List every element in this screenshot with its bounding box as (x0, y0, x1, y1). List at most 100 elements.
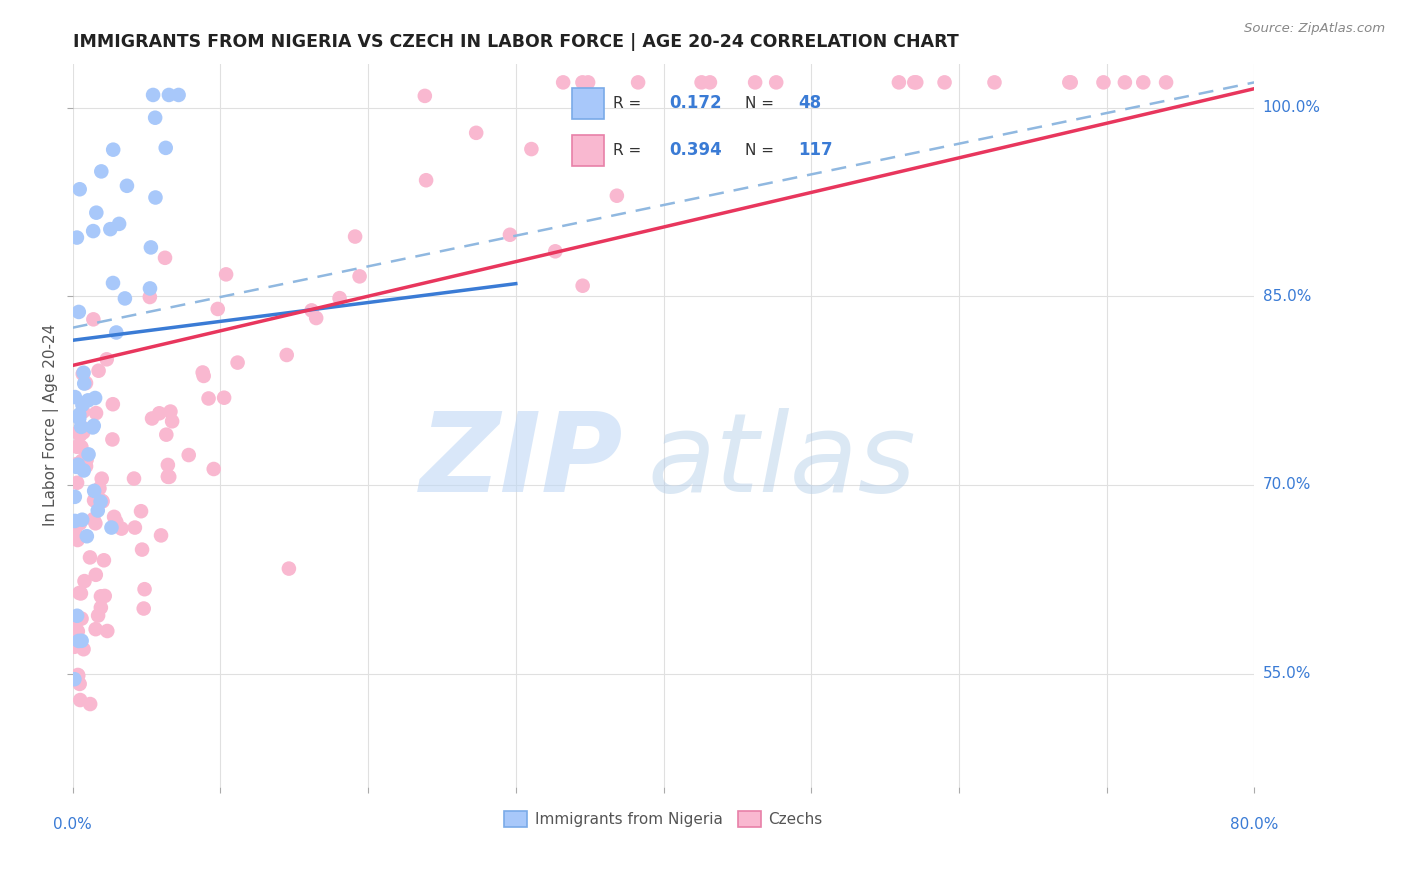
Point (132, 601, 155, 615)
Point (83, 483, 105, 498)
Point (114, 292, 136, 306)
Point (84, 516, 107, 531)
Text: 80.0%: 80.0% (1230, 817, 1278, 832)
Point (157, 87, 180, 102)
Point (148, 406, 170, 420)
Point (73, 463, 96, 477)
Point (93, 553, 115, 567)
Point (82, 512, 104, 526)
Point (72, 642, 94, 657)
Point (139, 240, 162, 254)
Point (155, 427, 177, 442)
Point (63, 490, 86, 504)
Point (67, 408, 90, 422)
Point (690, 75, 713, 89)
Point (82, 312, 104, 326)
Point (63, 390, 86, 404)
Point (1092, 75, 1115, 89)
Point (63, 520, 86, 534)
Text: 100.0%: 100.0% (1263, 100, 1320, 115)
Point (177, 448, 200, 462)
Point (101, 397, 124, 411)
Point (66, 440, 89, 454)
Point (87, 608, 110, 623)
Point (69, 677, 91, 691)
Point (934, 75, 956, 89)
Point (157, 469, 180, 483)
Point (212, 391, 235, 405)
Point (96, 624, 118, 638)
Point (1059, 75, 1081, 89)
Point (72, 425, 94, 440)
Point (67, 305, 90, 319)
Point (1132, 75, 1154, 89)
Point (76, 529, 98, 543)
Point (90, 494, 112, 508)
Point (167, 87, 190, 102)
Point (66, 533, 89, 547)
Point (90, 600, 112, 615)
Point (82, 420, 104, 434)
Point (103, 509, 125, 524)
Point (1114, 75, 1136, 89)
Point (77, 393, 100, 408)
Point (72, 367, 94, 381)
Text: atlas: atlas (647, 408, 915, 515)
Point (1060, 75, 1083, 89)
Point (67, 586, 90, 600)
Point (72, 366, 94, 380)
Point (67, 668, 90, 682)
Point (197, 392, 219, 406)
Point (76, 453, 98, 467)
Point (67, 458, 90, 472)
Point (553, 75, 575, 89)
Point (349, 269, 371, 284)
Point (134, 582, 156, 597)
Point (159, 404, 181, 418)
Point (499, 227, 522, 242)
Point (129, 504, 152, 518)
Point (75, 376, 97, 390)
Point (66, 624, 89, 639)
Point (69, 693, 91, 707)
Point (70, 612, 93, 626)
Point (207, 301, 229, 316)
Point (141, 411, 163, 425)
Text: IMMIGRANTS FROM NIGERIA VS CZECH IN LABOR FORCE | AGE 20-24 CORRELATION CHART: IMMIGRANTS FROM NIGERIA VS CZECH IN LABO… (73, 33, 959, 51)
Point (520, 142, 543, 156)
Point (90, 164, 112, 178)
Point (75, 459, 97, 474)
Point (93, 589, 115, 603)
Point (90, 472, 112, 486)
Point (66, 425, 89, 440)
Point (905, 75, 928, 89)
Point (63, 672, 86, 686)
Point (70, 420, 93, 434)
Point (69, 182, 91, 196)
Point (72, 404, 94, 418)
Point (66, 668, 89, 682)
Point (63, 524, 86, 538)
Point (69, 516, 91, 531)
Point (571, 75, 593, 89)
Point (627, 75, 650, 89)
Point (86, 205, 108, 219)
Point (67, 411, 90, 425)
Point (90, 589, 112, 603)
Point (193, 368, 215, 383)
Point (156, 470, 179, 484)
Point (301, 303, 323, 318)
Point (87, 503, 110, 517)
Point (143, 111, 166, 125)
Point (887, 75, 910, 89)
Point (100, 520, 122, 534)
Point (101, 276, 124, 290)
Point (415, 173, 437, 187)
Point (90, 493, 112, 508)
Point (83, 418, 105, 433)
Point (110, 522, 132, 536)
Point (96, 352, 118, 367)
Point (84, 406, 107, 420)
Point (215, 268, 238, 282)
Point (72, 398, 94, 412)
